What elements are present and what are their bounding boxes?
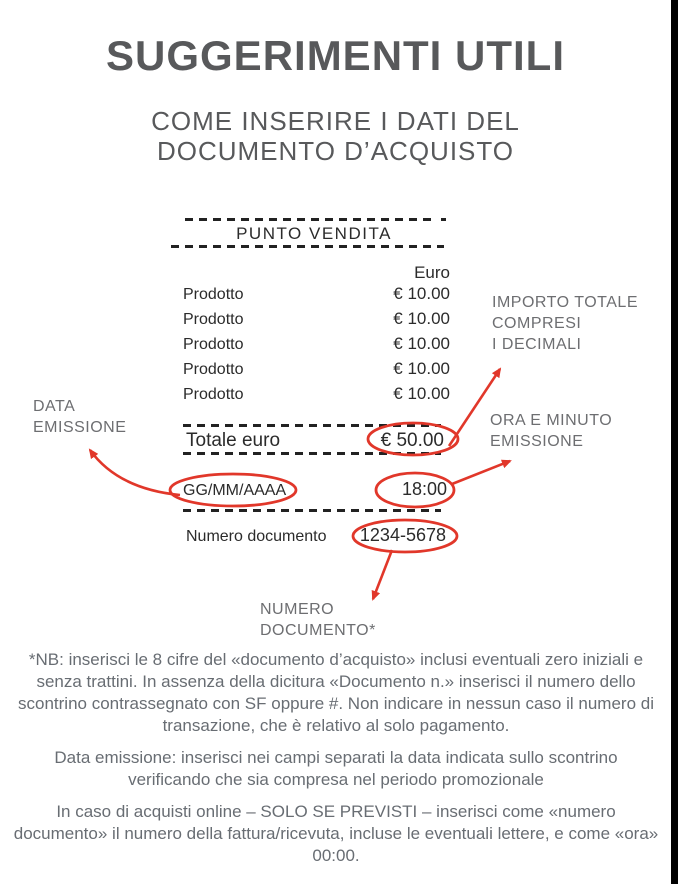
receipt-item-price: € 10.00 (393, 334, 450, 353)
receipt-item-label: Prodotto (183, 336, 244, 353)
annotation-total-amount: IMPORTO TOTALE COMPRESI I DECIMALI (492, 292, 638, 355)
receipt-dashed-line-top (185, 218, 433, 221)
receipt-document-number: 1234-5678 (359, 525, 446, 545)
receipt-currency-row: Euro (183, 263, 450, 283)
receipt-document-label: Numero documento (186, 528, 327, 545)
page-title: SUGGERIMENTI UTILI (106, 32, 565, 79)
receipt-dash-dot-top (441, 218, 446, 221)
annotation-document-number: NUMERO DOCUMENTO* (260, 599, 376, 641)
receipt-store-header: PUNTO VENDITA (236, 224, 392, 243)
receipt-item-price: € 10.00 (393, 284, 450, 303)
annotation-time-line2: EMISSIONE (490, 433, 584, 450)
receipt-dashed-line-below-date (183, 509, 441, 512)
receipt-dashed-line-below-total (183, 452, 441, 455)
receipt-item-row: Prodotto € 10.00 (183, 359, 450, 379)
receipt-dashed-line-above-total (183, 424, 441, 427)
right-edge-bar (671, 0, 678, 884)
receipt-item-row: Prodotto € 10.00 (183, 309, 450, 329)
receipt-currency-label: Euro (414, 263, 450, 282)
receipt-item-label: Prodotto (183, 286, 244, 303)
annotation-time: ORA E MINUTO EMISSIONE (490, 410, 612, 452)
annotation-docnum-line1: NUMERO (260, 601, 335, 618)
receipt-item-price: € 10.00 (393, 359, 450, 378)
annotation-total-line2: COMPRESI (492, 315, 582, 332)
annotation-docnum-line2: DOCUMENTO* (260, 622, 376, 639)
page-subtitle: COME INSERIRE I DATI DEL DOCUMENTO D’ACQ… (0, 106, 671, 166)
arrow-date (88, 448, 181, 497)
receipt-total-label: Totale euro (186, 430, 281, 451)
arrow-document-number (371, 549, 394, 601)
annotation-date: DATA EMISSIONE (33, 396, 126, 438)
receipt-item-price: € 10.00 (393, 309, 450, 328)
receipt-document-row: Numero documento 1234-5678 (186, 525, 446, 546)
receipt-item-price: € 10.00 (393, 384, 450, 403)
receipt-item-label: Prodotto (183, 361, 244, 378)
arrow-time (451, 459, 512, 486)
annotation-date-line1: DATA (33, 398, 76, 415)
receipt-time-value: 18:00 (401, 479, 447, 499)
annotation-time-line1: ORA E MINUTO (490, 412, 613, 429)
receipt-date-placeholder: GG/MM/AAAA (183, 482, 287, 499)
page-subtitle-line2: DOCUMENTO D’ACQUISTO (156, 136, 515, 166)
annotation-total-line3: I DECIMALI (492, 336, 582, 353)
receipt-item-label: Prodotto (183, 386, 244, 403)
receipt-total-value: € 50.00 (380, 430, 444, 451)
receipt-date-time-row: GG/MM/AAAA 18:00 (183, 479, 447, 500)
annotation-total-line1: IMPORTO TOTALE (492, 294, 638, 311)
receipt-dashed-line-under-header (171, 245, 444, 248)
note-data-emissione: Data emissione: inserisci nei campi sepa… (54, 748, 618, 789)
note-acquisti-online: In caso di acquisti online – SOLO SE PRE… (13, 802, 659, 865)
receipt-item-row: Prodotto € 10.00 (183, 334, 450, 354)
footer-notes: *NB: inserisci le 8 cifre del «documento… (11, 649, 661, 867)
page-subtitle-line1: COME INSERIRE I DATI DEL (151, 106, 520, 136)
receipt-item-row: Prodotto € 10.00 (183, 384, 450, 404)
receipt-item-row: Prodotto € 10.00 (183, 284, 450, 304)
annotation-date-line2: EMISSIONE (33, 419, 127, 436)
receipt-total-row: Totale euro € 50.00 (186, 430, 444, 452)
receipt-item-label: Prodotto (183, 311, 244, 328)
note-nb: *NB: inserisci le 8 cifre del «documento… (18, 650, 654, 735)
